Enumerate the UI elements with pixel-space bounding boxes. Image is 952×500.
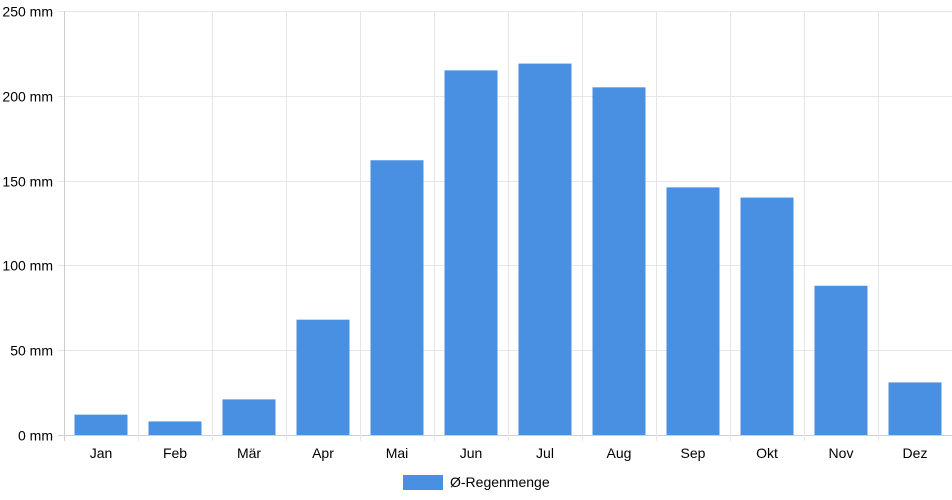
bars-layer (74, 63, 942, 436)
bar-dez[interactable] (888, 382, 942, 435)
bar-jan[interactable] (74, 414, 128, 435)
x-tick-label: Nov (829, 445, 854, 461)
x-tick-label: Feb (163, 445, 187, 461)
y-tick-label: 0 mm (18, 428, 53, 444)
bar-mai[interactable] (370, 160, 424, 436)
bar-okt[interactable] (740, 197, 794, 435)
x-tick-label: Dez (903, 445, 928, 461)
y-tick-label: 200 mm (2, 89, 53, 105)
x-tick-label: Okt (756, 445, 778, 461)
x-tick-label: Apr (312, 445, 334, 461)
bar-aug[interactable] (592, 87, 646, 435)
x-tick-label: Jan (90, 445, 113, 461)
bar-mär[interactable] (222, 399, 276, 435)
y-tick-label: 250 mm (2, 4, 53, 20)
x-tick-label: Mai (386, 445, 409, 461)
bar-sep[interactable] (666, 187, 720, 435)
legend-label: Ø-Regenmenge (450, 474, 550, 490)
y-tick-label: 50 mm (10, 343, 53, 359)
legend-swatch (403, 475, 443, 490)
bar-jul[interactable] (518, 63, 572, 436)
grid-layer (58, 11, 952, 441)
x-tick-label: Sep (681, 445, 706, 461)
legend[interactable]: Ø-Regenmenge (403, 474, 550, 490)
y-tick-label: 150 mm (2, 174, 53, 190)
bar-jun[interactable] (444, 70, 498, 436)
axis-layer: 0 mm 50 mm 100 mm 150 mm 200 mm 250 mm Jan Feb M… (2, 4, 927, 462)
x-tick-label: Mär (237, 445, 261, 461)
x-tick-label: Jun (460, 445, 483, 461)
bar-nov[interactable] (814, 285, 868, 435)
y-tick-label: 100 mm (2, 258, 53, 274)
x-tick-label: Jul (536, 445, 554, 461)
x-tick-label: Aug (607, 445, 632, 461)
bar-feb[interactable] (148, 421, 202, 435)
bar-apr[interactable] (296, 319, 350, 435)
